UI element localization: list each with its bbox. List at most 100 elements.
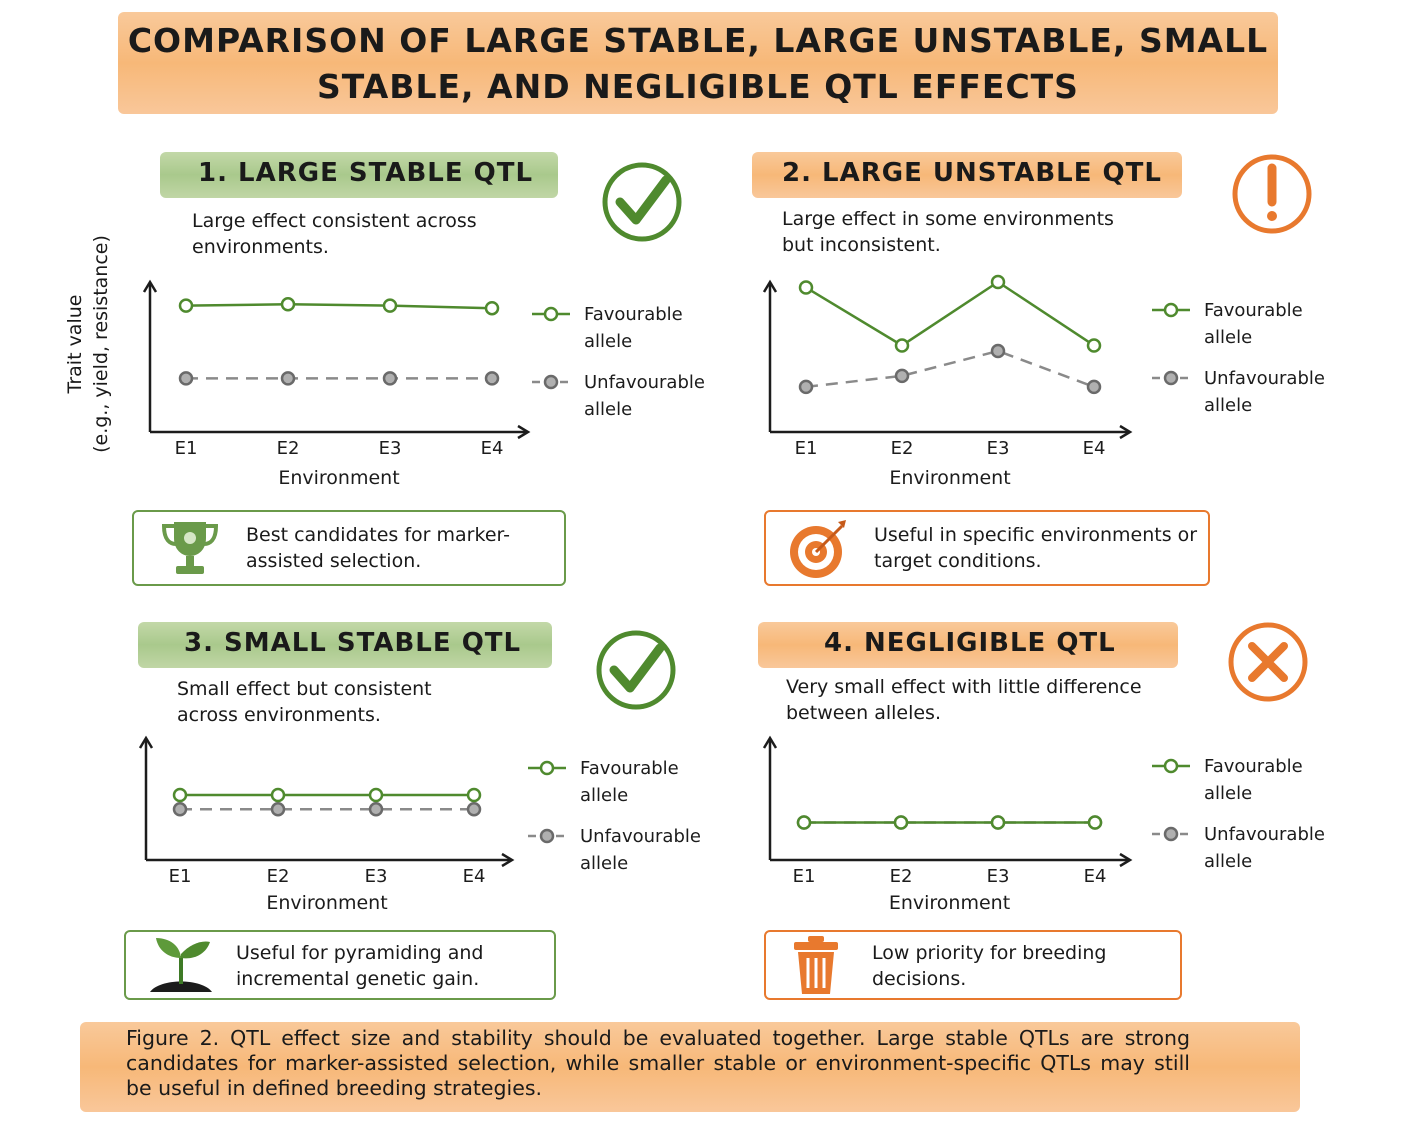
x-axis-title: Environment [889,467,1010,489]
x-axis-title: Environment [266,892,387,914]
seedling-icon [150,938,212,992]
favourable-point [894,338,910,353]
panel-4-heading-band [758,622,1178,668]
unfavourable-series-line [805,349,1095,389]
unfavourable-point [484,371,500,386]
unfavourable-point [990,343,1006,359]
legend-unfavourable-marker [543,374,559,390]
legend-favourable-label: Favourable [1204,300,1303,321]
legend-favourable-label-line2: allele [584,331,632,352]
panel-2-heading: 2. LARGE UNSTABLE QTL [782,158,1162,188]
unfavourable-point [466,802,482,817]
check-circle-icon [596,630,676,710]
legend-favourable-marker [539,760,555,776]
legend-favourable-marker [1163,302,1179,318]
y-axis-arrow [762,735,778,749]
panel-3-heading-band [138,622,552,668]
favourable-series-line [805,280,1095,347]
panel-4-description: Very small effect with little difference… [786,676,1142,724]
favourable-point [172,787,188,803]
y-axis-arrow [762,279,778,293]
panel-1-heading-band [160,152,558,198]
favourable-point [178,298,194,313]
target-icon [790,520,846,578]
favourable-point [990,815,1006,830]
legend-favourable-label-line2: allele [1204,783,1252,804]
favourable-point [484,300,500,316]
caption-banner [80,1022,1300,1112]
legend-favourable-label: Favourable [580,758,679,779]
panel-4-note: Low priority for breeding decisions. [872,942,1107,990]
x-tick-label: E3 [379,438,402,459]
legend-unfavourable-label: Unfavourable [584,372,705,393]
panel-2-heading-band [752,152,1182,198]
favourable-series-line [185,303,493,310]
unfavourable-point [172,802,188,817]
favourable-point [280,297,296,312]
favourable-point [1087,815,1103,830]
legend-favourable-marker [1163,758,1179,774]
favourable-point [270,787,286,803]
y-axis-arrow [142,279,158,293]
x-axis-arrow [517,424,531,440]
panel-3-description: Small effect but consistent across envir… [177,678,432,726]
favourable-point [1086,338,1102,353]
unfavourable-point [798,379,814,395]
x-tick-label: E1 [175,438,198,459]
x-axis-arrow [1119,424,1133,440]
unfavourable-point [178,371,194,386]
panel-3-heading: 3. SMALL STABLE QTL [184,628,522,658]
main-title: COMPARISON OF LARGE STABLE, LARGE UNSTAB… [127,21,1269,106]
legend-unfavourable-label: Unfavourable [1204,368,1325,389]
check-circle-icon [602,162,682,242]
x-tick-label: E1 [169,866,192,887]
favourable-point [466,787,482,803]
favourable-point [893,815,909,830]
trash-icon [794,936,838,994]
panel-1-note: Best candidates for marker-assisted sele… [246,524,510,572]
x-axis-title: Environment [278,467,399,489]
x-circle-icon [1228,622,1308,702]
figure-caption: Figure 2. QTL effect size and stability … [126,1026,1190,1100]
exclamation-circle-icon [1232,154,1312,234]
legend-unfavourable-marker [1163,370,1179,386]
panel-1-description: Large effect consistent across environme… [192,210,477,258]
x-axis-arrow [1119,852,1133,868]
legend-unfavourable-marker [1163,826,1179,842]
panel-2-description: Large effect in some environments but in… [782,208,1114,256]
legend-favourable-label: Favourable [584,304,683,325]
favourable-point [796,815,812,830]
legend-favourable-marker [543,306,559,322]
legend-favourable-label-line2: allele [1204,327,1252,348]
x-tick-label: E1 [793,866,816,887]
x-tick-label: E4 [463,866,486,887]
favourable-point [368,787,384,803]
trophy-icon [161,522,219,574]
panel-1-heading: 1. LARGE STABLE QTL [198,158,534,188]
favourable-point [798,280,814,295]
x-tick-label: E4 [1084,866,1107,887]
legend-unfavourable-marker [539,828,555,844]
x-tick-label: E2 [891,438,914,459]
legend-unfavourable-label: Unfavourable [1204,824,1325,845]
panel-4-note-box [764,930,1182,1000]
x-tick-label: E1 [795,438,818,459]
x-tick-label: E2 [277,438,300,459]
panel-3-note: Useful for pyramiding and incremental ge… [236,942,484,990]
legend-unfavourable-label: Unfavourable [580,826,701,847]
title-banner [118,12,1278,114]
x-tick-label: E2 [890,866,913,887]
favourable-point [990,274,1006,290]
x-tick-label: E3 [365,866,388,887]
x-axis-title: Environment [889,892,1010,914]
unfavourable-point [270,802,286,817]
unfavourable-point [382,371,398,386]
legend-unfavourable-label-line2: allele [1204,395,1252,416]
unfavourable-point [894,368,910,384]
panel-2-note: Useful in specific environments or targe… [874,524,1198,572]
legend-unfavourable-label-line2: allele [580,853,628,874]
legend-unfavourable-label-line2: allele [584,399,632,420]
unfavourable-point [280,371,296,386]
x-tick-label: E3 [987,866,1010,887]
